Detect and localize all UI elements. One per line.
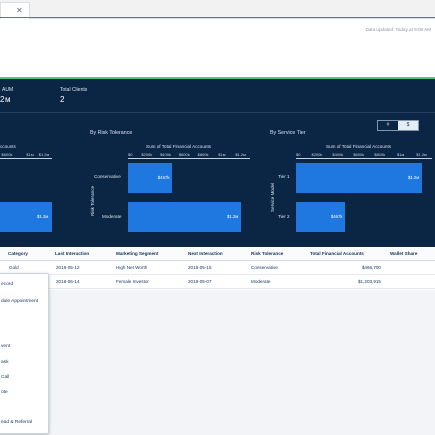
data-updated-text: Data updated: Today at 9:08 AM <box>365 27 431 32</box>
kpi-total-clients-value: 2 <box>60 95 65 104</box>
x-tick-label: $400k <box>332 152 344 157</box>
close-icon[interactable]: ✕ <box>16 6 23 15</box>
bar-tier-2[interactable] <box>296 202 345 232</box>
table-row[interactable]: Gold 2018-05-12 High Net Worth 2018-05-1… <box>0 261 435 275</box>
x-tick-label: $1м <box>218 152 226 157</box>
bar-conservative[interactable] <box>128 163 172 193</box>
service-tier-x-axis-title: Sum of Total Financial Accounts <box>326 144 392 149</box>
x-tick-label: $1м <box>397 152 405 157</box>
cell-total-financial-accounts: $1,203,915 <box>358 279 381 284</box>
category-label-tier-2: Tier 2 <box>278 214 290 219</box>
x-tick-label: $600k <box>353 152 365 157</box>
left-chart-tick: $1.2м <box>38 152 50 157</box>
x-tick-label: $600k <box>178 152 190 157</box>
menu-item-lead-referral[interactable]: ead & Referral <box>1 420 32 425</box>
category-label-tier-1: Tier 1 <box>278 174 290 179</box>
x-tick-label: $800k <box>374 152 386 157</box>
x-tick-label: $200k <box>311 152 323 157</box>
bar-tier-1[interactable] <box>296 163 422 193</box>
service-tier-chart-title: By Service Tier <box>270 130 306 136</box>
left-chart-axis-title: ccounts <box>0 144 16 149</box>
cell-last-interaction: 2018-06-14 <box>56 279 80 284</box>
browser-tab-bar: ✕ <box>0 0 435 19</box>
menu-item-new-event[interactable]: vent <box>1 344 11 349</box>
risk-tolerance-chart-title: By Risk Tolerance <box>90 130 133 136</box>
left-chart-bar-label: $1.2м <box>37 214 49 219</box>
x-tick-label: $0 <box>296 152 301 157</box>
category-label-conservative: Conservative <box>94 174 121 179</box>
category-label-moderate: Moderate <box>102 214 122 219</box>
page-header: Data updated: Today at 9:08 AM <box>0 19 435 79</box>
bar-value-label: $467k <box>330 214 343 219</box>
bar-moderate[interactable] <box>128 202 241 232</box>
bar-value-label: $1.2м <box>226 214 239 219</box>
x-tick-label: $1.2м <box>416 152 427 157</box>
cell-next-interaction: 2019-05-07 <box>188 279 212 284</box>
menu-item-new-record[interactable]: ecord <box>1 282 13 287</box>
toggle-amount-option[interactable]: $ <box>398 121 418 130</box>
column-header-marketing-segment[interactable]: Marketing Segment <box>116 251 159 256</box>
cell-last-interaction: 2018-05-12 <box>56 265 80 270</box>
column-header-risk-tolerance[interactable]: Risk Tolerance <box>251 251 284 256</box>
tab-underline <box>0 17 435 18</box>
service-tier-y-axis-title: Service Model <box>270 182 275 212</box>
left-chart-tick: $1м <box>26 152 34 157</box>
toggle-count-option[interactable]: # <box>386 122 390 128</box>
measure-toggle[interactable]: # $ <box>377 120 419 131</box>
cell-marketing-segment: Female Investor <box>116 279 149 284</box>
cell-risk-tolerance: Moderate <box>251 279 271 284</box>
cell-total-financial-accounts: $466,700 <box>361 265 381 270</box>
column-header-wallet-share[interactable]: Wallet Share <box>390 251 418 256</box>
x-tick-label: $200k <box>141 152 153 157</box>
x-tick-label: $1.2м <box>235 152 246 157</box>
table-header: Category Last Interaction Marketing Segm… <box>0 248 435 261</box>
x-tick-label: $0 <box>128 152 133 157</box>
column-header-last-interaction[interactable]: Last Interaction <box>55 251 90 256</box>
x-tick-label: $800k <box>197 152 209 157</box>
kpi-aum-value: 2м <box>0 95 11 104</box>
risk-tolerance-x-axis <box>128 158 250 159</box>
left-chart-bar[interactable] <box>0 202 52 232</box>
risk-tolerance-y-axis-title: Risk Tolerance <box>90 185 95 216</box>
cell-next-interaction: 2018-05-15 <box>188 265 212 270</box>
bar-value-label: $467k <box>157 175 170 180</box>
cell-category: Gold <box>9 265 19 270</box>
clients-table: Category Last Interaction Marketing Segm… <box>0 248 435 435</box>
column-header-total-financial-accounts[interactable]: Total Financial Accounts <box>310 251 364 256</box>
workspace-tab[interactable]: ✕ <box>0 2 30 19</box>
column-header-category[interactable]: Category <box>8 251 28 256</box>
menu-item-schedule-appointment[interactable]: dule Appointment <box>1 299 39 304</box>
kpi-divider <box>0 112 435 113</box>
column-header-next-interaction[interactable]: Next Interaction <box>188 251 223 256</box>
risk-tolerance-x-axis-title: Sum of Total Financial Accounts <box>146 144 212 149</box>
kpi-total-clients-label: Total Clients <box>60 87 88 93</box>
service-tier-x-axis <box>296 158 432 159</box>
cell-marketing-segment: High Net Worth <box>116 265 148 270</box>
kpi-aum-label: AUM <box>2 87 14 93</box>
table-row[interactable]: 2018-06-14 Female Investor 2019-05-07 Mo… <box>0 275 435 289</box>
bar-value-label: $1.2м <box>407 175 420 180</box>
x-tick-label: $400k <box>160 152 171 157</box>
left-chart-tick: $600k <box>1 152 13 157</box>
row-actions-menu: ecord dule Appointment vent ask Call ote… <box>0 273 49 434</box>
menu-item-log-call[interactable]: Call <box>1 375 10 380</box>
menu-item-new-note[interactable]: ote <box>1 390 8 395</box>
menu-item-new-task[interactable]: ask <box>1 360 9 365</box>
cell-risk-tolerance: Conservative <box>251 265 278 270</box>
left-chart-axis <box>0 158 52 159</box>
